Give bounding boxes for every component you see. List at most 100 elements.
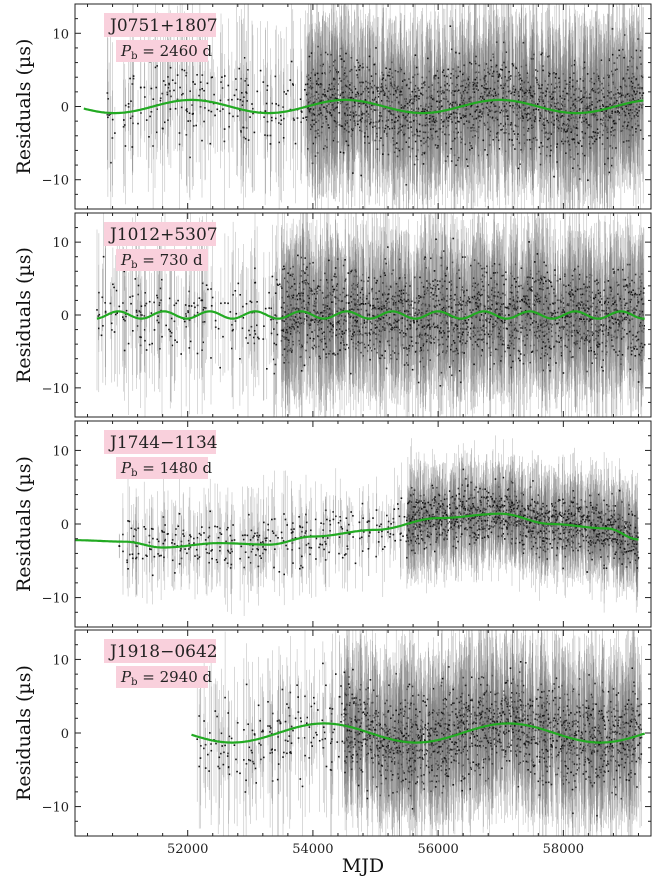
data-point bbox=[321, 93, 324, 96]
data-point bbox=[390, 84, 393, 86]
data-point bbox=[479, 111, 481, 113]
data-point bbox=[615, 99, 618, 102]
data-point bbox=[317, 129, 319, 131]
data-point bbox=[247, 84, 249, 86]
data-point bbox=[406, 102, 409, 105]
data-point bbox=[637, 115, 639, 117]
data-point bbox=[343, 72, 346, 74]
data-point bbox=[529, 148, 532, 150]
data-point bbox=[443, 74, 446, 77]
data-point bbox=[639, 129, 642, 131]
data-point bbox=[178, 132, 181, 134]
data-point bbox=[388, 75, 391, 77]
data-point bbox=[305, 93, 308, 96]
data-point bbox=[626, 125, 629, 128]
data-point bbox=[239, 99, 242, 101]
data-point bbox=[389, 68, 391, 70]
data-point bbox=[390, 113, 392, 115]
data-point bbox=[585, 120, 588, 123]
data-point bbox=[441, 71, 444, 73]
data-point bbox=[354, 88, 357, 90]
data-point bbox=[587, 179, 589, 181]
data-point bbox=[543, 118, 545, 120]
data-point bbox=[342, 96, 345, 99]
data-point bbox=[455, 51, 457, 54]
data-point bbox=[638, 106, 641, 108]
data-point bbox=[415, 66, 418, 69]
data-point bbox=[505, 95, 508, 98]
data-point bbox=[576, 117, 579, 120]
data-point bbox=[371, 104, 373, 107]
data-point bbox=[455, 122, 457, 124]
data-point bbox=[477, 89, 479, 91]
data-point bbox=[510, 122, 513, 124]
data-point bbox=[228, 112, 231, 115]
data-point bbox=[474, 135, 476, 137]
data-point bbox=[515, 103, 517, 105]
data-point bbox=[332, 139, 335, 142]
data-point bbox=[203, 89, 205, 92]
data-point bbox=[459, 104, 461, 106]
data-point bbox=[326, 105, 328, 107]
data-point bbox=[565, 92, 568, 95]
data-point bbox=[463, 123, 465, 125]
data-point bbox=[553, 175, 555, 178]
data-point bbox=[346, 103, 349, 106]
data-point bbox=[551, 98, 553, 100]
data-point bbox=[408, 87, 411, 90]
data-point bbox=[386, 95, 389, 98]
data-point bbox=[502, 97, 504, 99]
data-point bbox=[491, 75, 493, 77]
data-point bbox=[114, 132, 116, 134]
data-point bbox=[485, 63, 487, 65]
data-point bbox=[502, 87, 504, 89]
data-point bbox=[557, 102, 559, 104]
data-point bbox=[550, 149, 552, 152]
data-point bbox=[220, 81, 222, 83]
data-point bbox=[240, 130, 242, 132]
data-point bbox=[588, 143, 591, 145]
data-point bbox=[314, 74, 316, 76]
data-point bbox=[357, 61, 360, 64]
data-point bbox=[375, 101, 378, 103]
data-point bbox=[629, 114, 631, 117]
data-point bbox=[324, 51, 327, 54]
data-point bbox=[488, 92, 490, 94]
data-point bbox=[447, 120, 450, 122]
data-point bbox=[180, 106, 183, 109]
data-point bbox=[482, 95, 484, 98]
data-point bbox=[564, 140, 567, 143]
data-point bbox=[387, 126, 389, 128]
data-point bbox=[447, 100, 449, 103]
data-point bbox=[528, 139, 531, 141]
data-point bbox=[519, 88, 522, 91]
data-point bbox=[572, 138, 574, 141]
data-point bbox=[162, 80, 165, 82]
data-point bbox=[596, 119, 598, 121]
data-point bbox=[111, 137, 114, 139]
data-point bbox=[372, 92, 374, 94]
data-point bbox=[401, 125, 404, 128]
data-point bbox=[310, 52, 313, 54]
data-point bbox=[379, 112, 382, 114]
data-point bbox=[224, 75, 226, 77]
data-point bbox=[459, 92, 462, 94]
data-point bbox=[446, 82, 448, 85]
data-point bbox=[636, 112, 639, 114]
data-point bbox=[277, 104, 280, 107]
data-point bbox=[129, 77, 131, 80]
data-point bbox=[545, 90, 547, 92]
data-point bbox=[347, 144, 350, 147]
data-point bbox=[586, 73, 589, 75]
data-point bbox=[359, 118, 362, 121]
data-point bbox=[352, 172, 354, 174]
data-point bbox=[487, 121, 489, 124]
data-point bbox=[402, 114, 405, 117]
data-point bbox=[450, 92, 453, 94]
data-point bbox=[351, 129, 354, 132]
data-point bbox=[201, 88, 203, 90]
data-point bbox=[540, 142, 542, 144]
data-point bbox=[365, 104, 367, 106]
data-point bbox=[396, 111, 399, 113]
data-point bbox=[544, 95, 547, 97]
